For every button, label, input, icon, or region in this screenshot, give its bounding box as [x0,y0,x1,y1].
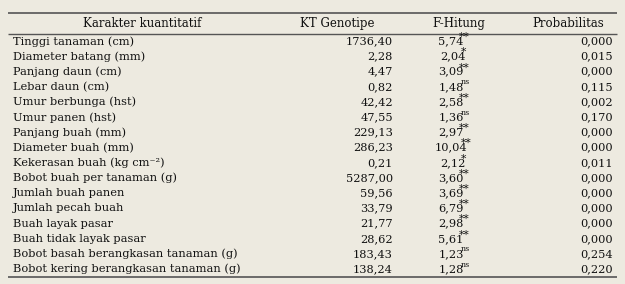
Text: 28,62: 28,62 [360,234,393,244]
Text: 33,79: 33,79 [360,203,393,213]
Text: *: * [461,154,466,164]
Text: Buah layak pasar: Buah layak pasar [12,219,112,229]
Text: Bobot buah per tanaman (g): Bobot buah per tanaman (g) [12,173,177,183]
Text: 1,48: 1,48 [439,82,464,92]
Text: 1,28: 1,28 [439,264,464,274]
Text: **: ** [459,214,470,224]
Text: 0,000: 0,000 [580,234,612,244]
Text: 0,015: 0,015 [580,51,612,62]
Text: 0,000: 0,000 [580,128,612,137]
Text: 42,42: 42,42 [360,97,393,107]
Text: 0,000: 0,000 [580,203,612,213]
Text: 2,28: 2,28 [368,51,393,62]
Text: Umur berbunga (hst): Umur berbunga (hst) [12,97,136,107]
Text: Buah tidak layak pasar: Buah tidak layak pasar [12,234,146,244]
Text: Lebar daun (cm): Lebar daun (cm) [12,82,109,92]
Text: Umur panen (hst): Umur panen (hst) [12,112,116,122]
Text: 3,09: 3,09 [438,67,464,77]
Text: **: ** [459,32,470,42]
Text: Panjang buah (mm): Panjang buah (mm) [12,127,126,138]
Text: 1736,40: 1736,40 [346,36,393,46]
Text: 0,000: 0,000 [580,67,612,77]
Text: 0,82: 0,82 [368,82,393,92]
Text: **: ** [459,184,470,194]
Text: 59,56: 59,56 [360,188,393,198]
Text: ns: ns [461,109,470,117]
Text: KT Genotipe: KT Genotipe [299,17,374,30]
Text: Probabilitas: Probabilitas [532,17,604,30]
Text: 0,000: 0,000 [580,219,612,229]
Text: 138,24: 138,24 [353,264,393,274]
Text: 0,170: 0,170 [580,112,612,122]
Text: 2,12: 2,12 [440,158,465,168]
Text: 5,74: 5,74 [438,36,464,46]
Text: 183,43: 183,43 [353,249,393,259]
Text: 0,000: 0,000 [580,36,612,46]
Text: **: ** [459,199,470,209]
Text: F-Hitung: F-Hitung [432,17,485,30]
Text: 1,23: 1,23 [439,249,464,259]
Text: Bobot kering berangkasan tanaman (g): Bobot kering berangkasan tanaman (g) [12,264,240,274]
Text: 2,98: 2,98 [438,219,464,229]
Text: 0,21: 0,21 [368,158,393,168]
Text: Diameter buah (mm): Diameter buah (mm) [12,143,134,153]
Text: **: ** [459,93,470,103]
Text: 0,011: 0,011 [580,158,612,168]
Text: 0,000: 0,000 [580,173,612,183]
Text: 1,36: 1,36 [439,112,464,122]
Text: Panjang daun (cm): Panjang daun (cm) [12,66,121,77]
Text: 3,60: 3,60 [438,173,464,183]
Text: *: * [461,47,466,57]
Text: 2,97: 2,97 [438,128,464,137]
Text: 4,47: 4,47 [368,67,393,77]
Text: 6,79: 6,79 [438,203,464,213]
Text: Bobot basah berangkasan tanaman (g): Bobot basah berangkasan tanaman (g) [12,249,238,259]
Text: 229,13: 229,13 [353,128,393,137]
Text: 10,04: 10,04 [434,143,467,153]
Text: Jumlah pecah buah: Jumlah pecah buah [12,203,124,213]
Text: ns: ns [461,245,470,253]
Text: Diameter batang (mm): Diameter batang (mm) [12,51,145,62]
Text: 0,000: 0,000 [580,188,612,198]
Text: 0,115: 0,115 [580,82,612,92]
Text: **: ** [459,62,470,72]
Text: **: ** [459,229,470,239]
Text: 0,220: 0,220 [580,264,612,274]
Text: 5,61: 5,61 [438,234,464,244]
Text: 0,002: 0,002 [580,97,612,107]
Text: ns: ns [461,260,470,269]
Text: **: ** [461,138,472,148]
Text: 2,04: 2,04 [440,51,465,62]
Text: Jumlah buah panen: Jumlah buah panen [12,188,125,198]
Text: 0,000: 0,000 [580,143,612,153]
Text: ns: ns [461,78,470,86]
Text: 21,77: 21,77 [360,219,393,229]
Text: 5287,00: 5287,00 [346,173,393,183]
Text: 2,58: 2,58 [438,97,464,107]
Text: 47,55: 47,55 [360,112,393,122]
Text: 286,23: 286,23 [353,143,393,153]
Text: 0,254: 0,254 [580,249,612,259]
Text: Kekerasan buah (kg cm⁻²): Kekerasan buah (kg cm⁻²) [12,158,164,168]
Text: **: ** [459,123,470,133]
Text: **: ** [459,169,470,179]
Text: Tinggi tanaman (cm): Tinggi tanaman (cm) [12,36,134,47]
Text: Karakter kuantitatif: Karakter kuantitatif [82,17,201,30]
Text: 3,69: 3,69 [438,188,464,198]
